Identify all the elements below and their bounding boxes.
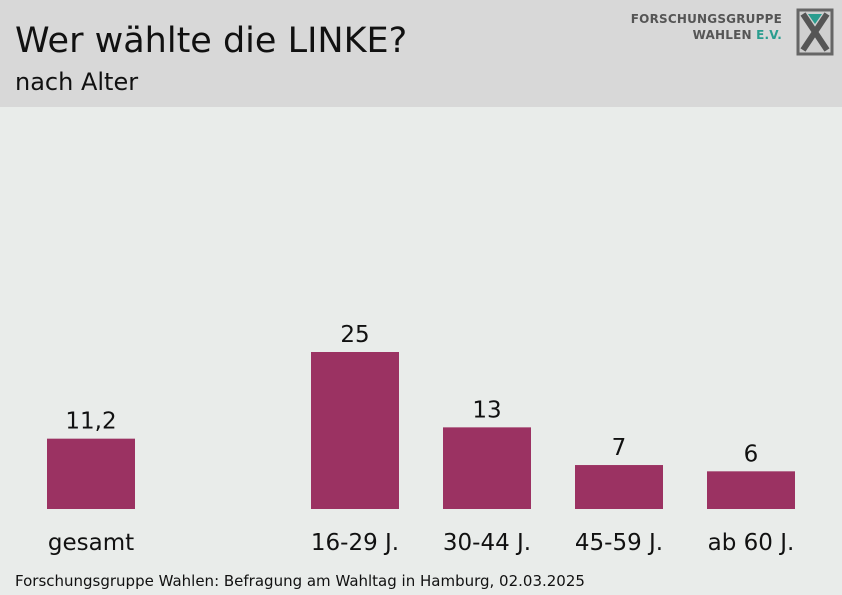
source-note: Forschungsgruppe Wahlen: Befragung am Wa…	[15, 572, 585, 590]
bar-3	[575, 465, 663, 509]
page-subtitle: nach Alter	[15, 68, 139, 96]
bar-1	[311, 352, 399, 509]
category-label-3: 45-59 J.	[575, 530, 663, 556]
value-label-2: 13	[472, 397, 501, 423]
bar-4	[707, 471, 795, 509]
fgw-logo: FORSCHUNGSGRUPPE WAHLEN E.V.	[630, 6, 834, 58]
category-label-2: 30-44 J.	[443, 530, 531, 556]
fgw-x-logo-icon	[796, 8, 834, 56]
bar-2	[443, 427, 531, 509]
bar-0	[47, 438, 135, 509]
logo-text-line1: FORSCHUNGSGRUPPE	[630, 12, 782, 26]
page-title: Wer wählte die LINKE?	[15, 21, 408, 61]
logo-text-line2: WAHLEN E.V.	[693, 28, 782, 42]
logo-text-accent: E.V.	[756, 28, 782, 42]
category-label-4: ab 60 J.	[708, 530, 795, 556]
value-label-4: 6	[744, 441, 759, 467]
bar-chart: 11,2 gesamt 25 16-29 J. 13 30-44 J. 7 45-59 J. 6…	[47, 322, 795, 556]
header-band: Wer wählte die LINKE? nach Alter FORSCHU…	[0, 0, 842, 107]
category-label-0: gesamt	[48, 530, 134, 556]
value-label-0: 11,2	[65, 409, 116, 435]
value-label-3: 7	[612, 435, 627, 461]
logo-text-main: WAHLEN	[692, 28, 757, 42]
category-label-1: 16-29 J.	[311, 530, 399, 556]
value-label-1: 25	[340, 322, 369, 348]
